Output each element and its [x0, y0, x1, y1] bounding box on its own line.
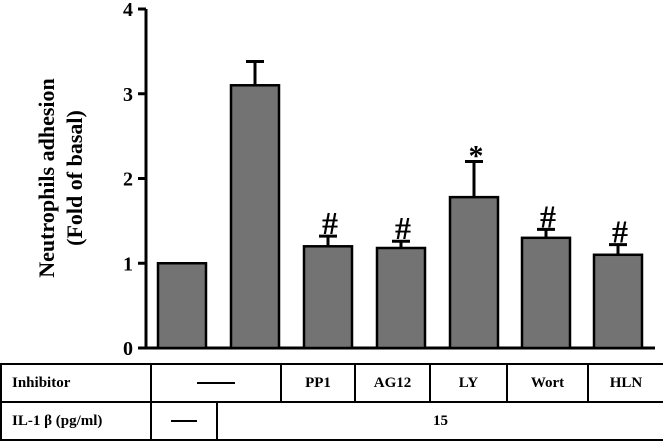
significance-mark: #	[395, 210, 411, 246]
bar	[229, 84, 281, 350]
significance-mark: #	[540, 198, 556, 234]
bar	[448, 195, 500, 350]
y-axis-title-line2: (Fold of basal)	[62, 110, 87, 246]
inhibitor-hln: HLN	[587, 363, 663, 403]
y-tick-label: 3	[123, 84, 133, 106]
inhibitor-ly: LY	[429, 363, 508, 403]
inhibitor-none	[150, 363, 282, 403]
bar	[375, 246, 427, 350]
il1b-row: IL-1 β (pg/ml) 15	[0, 401, 663, 441]
bar	[156, 262, 208, 350]
dash-mark	[171, 420, 197, 423]
il1b-dose: 15	[216, 401, 663, 441]
y-tick-label: 2	[123, 169, 133, 191]
bar	[302, 245, 354, 350]
y-axis-title: Neutrophils adhesion (Fold of basal)	[34, 78, 87, 277]
il1b-none	[150, 401, 218, 441]
condition-table: Inhibitor PP1 AG12 LY Wort HLN IL-1 β (p…	[0, 363, 663, 441]
y-axis-title-line1: Neutrophils adhesion	[34, 78, 59, 277]
significance-mark: #	[322, 205, 338, 241]
significance-mark: #	[612, 214, 628, 250]
inhibitor-label: Inhibitor	[0, 363, 152, 403]
bar-chart: Neutrophils adhesion (Fold of basal) 0 1 2…	[34, 0, 655, 360]
inhibitor-ag12: AG12	[354, 363, 431, 403]
inhibitor-row: Inhibitor PP1 AG12 LY Wort HLN	[0, 363, 663, 403]
inhibitor-pp1: PP1	[280, 363, 356, 403]
y-tick-label: 4	[123, 0, 133, 21]
bar	[520, 236, 572, 350]
bar	[592, 253, 644, 350]
y-tick-label: 0	[123, 338, 133, 360]
significance-mark: *	[469, 140, 484, 173]
y-tick-label: 1	[123, 253, 133, 275]
il1b-label: IL-1 β (pg/ml)	[0, 401, 152, 441]
dash-mark	[197, 382, 235, 385]
inhibitor-wort: Wort	[506, 363, 589, 403]
